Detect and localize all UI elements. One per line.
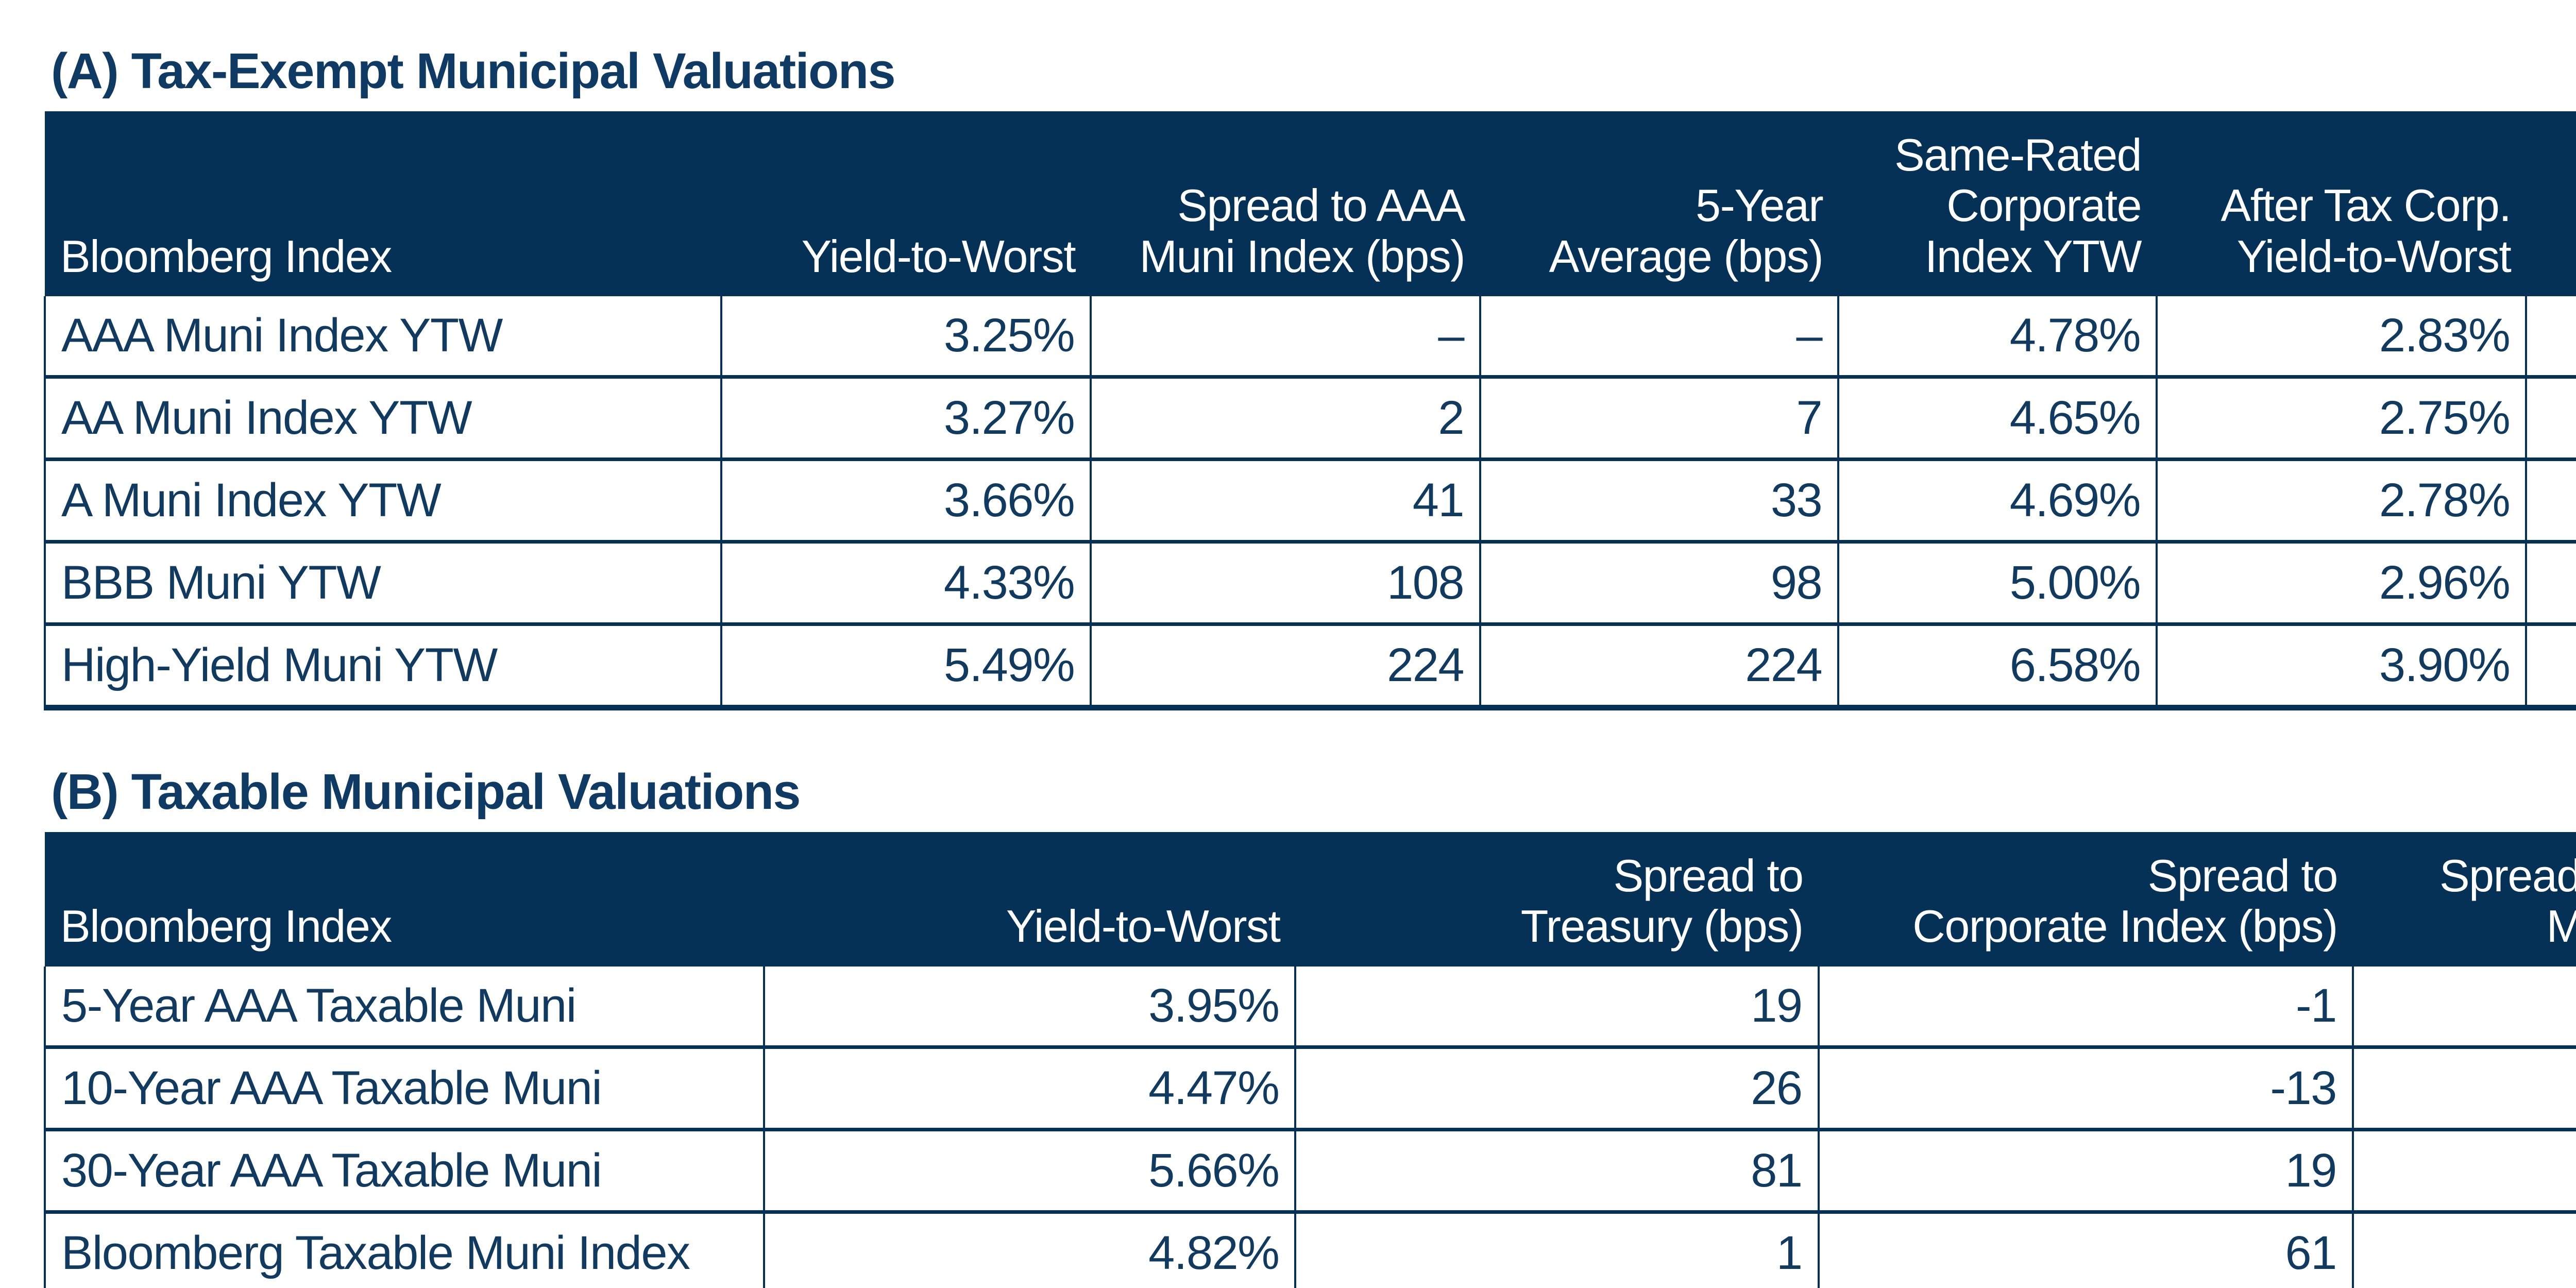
column-header: Yield-to-Worst xyxy=(721,111,1091,297)
value-cell: 88 xyxy=(2525,457,2576,542)
value-cell: 1 xyxy=(1294,1210,1819,1288)
value-cell: 61 xyxy=(1817,1210,2353,1288)
value-cell: 4.69% xyxy=(1837,457,2157,542)
value-cell: – xyxy=(1479,296,1839,377)
value-cell: 41 xyxy=(1090,457,1481,542)
column-header: After Tax Corp. Yield-to-Worst xyxy=(2157,111,2527,297)
column-header: Same-Rated Corporate Index YTW xyxy=(1838,111,2157,297)
value-cell: 51 xyxy=(2525,375,2576,460)
tax-exempt-table-header: Bloomberg Index Yield-to-Worst Spread to A… xyxy=(45,111,2576,297)
column-header: Bloomberg Index xyxy=(45,111,722,297)
value-cell: 2 xyxy=(1090,375,1481,460)
row-label: BBB Muni YTW xyxy=(43,540,722,624)
value-cell: 177 xyxy=(2351,966,2576,1047)
value-cell: 81 xyxy=(1294,1127,1819,1212)
value-cell: 137 xyxy=(2351,1127,2576,1212)
value-cell: 160 xyxy=(2525,622,2576,711)
section-b-title: (B) Taxable Municipal Valuations xyxy=(51,764,801,820)
value-cell: 2.78% xyxy=(2156,457,2527,542)
value-cell: 4.33% xyxy=(720,540,1091,624)
value-cell: 7 xyxy=(1479,375,1839,460)
header-row: Bloomberg Index Yield-to-Worst Spread to Tr… xyxy=(45,832,2576,967)
value-cell: -13 xyxy=(1817,1045,2353,1130)
row-label: Bloomberg Taxable Muni Index xyxy=(44,1210,764,1288)
tax-exempt-valuations-table: Bloomberg Index Yield-to-Worst Spread to A… xyxy=(43,111,2576,711)
row-label: AA Muni Index YTW xyxy=(43,375,722,460)
value-cell: 2.75% xyxy=(2156,375,2527,460)
value-cell: 4.65% xyxy=(1837,375,2157,460)
column-header: Bloomberg Index xyxy=(45,832,764,967)
value-cell: 187 xyxy=(2351,1045,2576,1130)
value-cell: 224 xyxy=(1090,622,1481,711)
section-a-title: (A) Tax-Exempt Municipal Valuations xyxy=(51,43,896,99)
row-label: 5-Year AAA Taxable Muni xyxy=(44,966,764,1047)
value-cell: – xyxy=(1090,296,1481,377)
value-cell: 3.95% xyxy=(762,966,1296,1047)
row-label: 30-Year AAA Taxable Muni xyxy=(44,1127,764,1212)
tax-exempt-table-body: AAA Muni Index YTW3.25%––4.78%2.83%42AA … xyxy=(43,296,2576,711)
value-cell: 19 xyxy=(1817,1127,2353,1212)
value-cell: 19 xyxy=(1294,966,1819,1047)
row-label: 10-Year AAA Taxable Muni xyxy=(44,1045,764,1130)
value-cell: 6.58% xyxy=(1837,622,2157,711)
value-cell: 33 xyxy=(1479,457,1839,542)
value-cell: 3.25% xyxy=(720,296,1091,377)
column-header: Spread to AAA Muni Index (bps) xyxy=(1091,111,1481,297)
value-cell: 2.96% xyxy=(2156,540,2527,624)
value-cell: 5.00% xyxy=(1837,540,2157,624)
value-cell: 3.27% xyxy=(720,375,1091,460)
column-header: Spread to Corporate Index (bps) xyxy=(1818,832,2353,967)
value-cell: 224 xyxy=(1479,622,1839,711)
value-cell: 26 xyxy=(1294,1045,1819,1130)
value-cell: 5.49% xyxy=(720,622,1091,711)
value-cell: 137 xyxy=(2525,540,2576,624)
column-header: Yield-to-Worst xyxy=(764,832,1296,967)
row-label: AAA Muni Index YTW xyxy=(43,296,722,377)
value-cell: 98 xyxy=(1479,540,1839,624)
row-label: High-Yield Muni YTW xyxy=(43,622,722,711)
value-cell: 3.66% xyxy=(720,457,1091,542)
table-row: High-Yield Muni YTW 5.49% 224 224 6.58% 3.90%… xyxy=(43,622,2576,711)
value-cell: 142 xyxy=(2351,1210,2576,1288)
value-cell: 2.83% xyxy=(2156,296,2527,377)
taxable-table-body: 5-Year AAA Taxable Muni3.95%19-117710-Ye… xyxy=(44,966,2576,1288)
taxable-table-header: Bloomberg Index Yield-to-Worst Spread to Tr… xyxy=(45,832,2576,967)
value-cell: 4.82% xyxy=(762,1210,1296,1288)
value-cell: 108 xyxy=(1090,540,1481,624)
column-header: 5-Year Average (bps) xyxy=(1480,111,1839,297)
value-cell: 4.47% xyxy=(762,1045,1296,1130)
value-cell: 5.66% xyxy=(762,1127,1296,1212)
header-row: Bloomberg Index Yield-to-Worst Spread to A… xyxy=(45,111,2576,297)
value-cell: 42 xyxy=(2525,296,2576,377)
taxable-valuations-table: Bloomberg Index Yield-to-Worst Spread to Tr… xyxy=(44,832,2576,1288)
column-header: Spread to Treasury (bps) xyxy=(1295,832,1819,967)
row-label: A Muni Index YTW xyxy=(43,457,722,542)
value-cell: 3.90% xyxy=(2156,622,2527,711)
value-cell: -1 xyxy=(1817,966,2353,1047)
value-cell: 4.78% xyxy=(1837,296,2157,377)
